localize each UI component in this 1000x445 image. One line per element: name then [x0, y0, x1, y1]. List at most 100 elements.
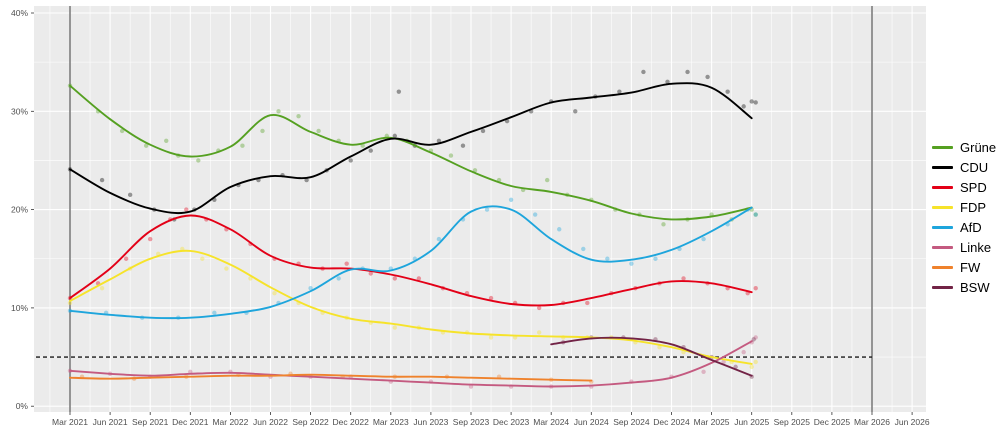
- poll-point: [360, 143, 365, 148]
- x-tick-label: Sep 2025: [774, 417, 811, 427]
- legend-item-bsw: BSW: [932, 277, 996, 297]
- x-tick-label: Mar 2023: [373, 417, 409, 427]
- x-tick-label: Sep 2022: [292, 417, 329, 427]
- x-tick-label: Dec 2021: [172, 417, 209, 427]
- poll-point: [557, 227, 562, 232]
- legend-item-cdu: CDU: [932, 157, 996, 177]
- poll-point: [348, 158, 353, 163]
- poll-point: [224, 266, 229, 271]
- poll-point: [753, 100, 758, 105]
- poll-point: [741, 349, 746, 355]
- x-tick-label: Dec 2025: [814, 417, 851, 427]
- poll-point: [123, 256, 129, 261]
- trend-line-fw: [69, 373, 593, 382]
- legend-swatch-afd: [932, 225, 953, 229]
- legend-item-linke: Linke: [932, 237, 996, 257]
- poll-point: [127, 192, 133, 198]
- poll-point: [573, 109, 578, 114]
- trend-line-gruene: [69, 84, 753, 221]
- legend-swatch-fdp: [932, 205, 953, 209]
- poll-point: [657, 345, 662, 350]
- x-tick-label: Mar 2021: [52, 417, 88, 427]
- poll-point: [164, 138, 169, 143]
- poll-point: [99, 286, 105, 291]
- x-tick-label: Dec 2024: [653, 417, 690, 427]
- x-tick-label: Sep 2021: [132, 417, 169, 427]
- legend-item-gruene: Grüne: [932, 137, 996, 157]
- y-tick-label: 40%: [11, 8, 28, 18]
- poll-point: [396, 89, 402, 94]
- poll-point: [753, 359, 758, 365]
- poll-point: [304, 177, 309, 183]
- poll-point: [316, 128, 321, 134]
- y-tick-label: 20%: [11, 205, 28, 215]
- poll-point: [705, 74, 710, 80]
- legend-label: CDU: [960, 159, 989, 175]
- poll-point: [240, 143, 245, 148]
- poll-point: [753, 212, 758, 217]
- legend-swatch-cdu: [932, 165, 953, 169]
- legend-swatch-fw: [932, 265, 953, 269]
- poll-point: [741, 104, 746, 109]
- poll-point: [581, 246, 586, 252]
- legend-label: Linke: [960, 239, 992, 255]
- legend-label: BSW: [960, 279, 990, 295]
- trend-line-bsw: [550, 336, 753, 377]
- poll-point: [448, 153, 454, 158]
- legend-label: FW: [960, 259, 981, 275]
- poll-point: [392, 133, 398, 139]
- poll-point: [196, 158, 201, 163]
- x-tick-label: Sep 2024: [613, 417, 650, 427]
- poll-point: [701, 369, 706, 374]
- poll-point: [536, 330, 542, 335]
- poll-point: [99, 177, 105, 183]
- poll-point: [368, 148, 373, 153]
- poll-point: [617, 89, 622, 94]
- y-tick-label: 0%: [16, 401, 29, 411]
- poll-point: [392, 325, 398, 330]
- x-tick-label: Jun 2025: [734, 417, 769, 427]
- trend-line-fdp: [69, 249, 753, 365]
- poll-point: [753, 286, 758, 291]
- poll-point: [436, 236, 442, 242]
- poll-point: [661, 222, 666, 227]
- x-tick-label: Mar 2022: [212, 417, 248, 427]
- poll-point: [532, 212, 538, 217]
- poll-point: [143, 143, 149, 148]
- legend-label: AfD: [960, 219, 982, 235]
- trend-line-cdu: [69, 82, 753, 215]
- poll-point: [260, 128, 265, 134]
- legend: Grüne CDU SPD FDP AfD Linke FW BSW: [932, 137, 996, 297]
- poll-point: [751, 337, 756, 342]
- poll-point: [148, 236, 153, 242]
- x-tick-label: Dec 2022: [333, 417, 370, 427]
- legend-swatch-linke: [932, 245, 953, 249]
- poll-point: [119, 128, 125, 134]
- legend-label: FDP: [960, 199, 986, 215]
- x-tick-label: Jun 2024: [574, 417, 609, 427]
- poll-point: [368, 271, 373, 276]
- poll-point: [605, 256, 610, 261]
- x-tick-label: Mar 2025: [694, 417, 730, 427]
- poll-point: [536, 305, 542, 311]
- poll-point: [585, 300, 590, 306]
- x-tick-label: Jun 2021: [93, 417, 128, 427]
- trend-line-spd: [69, 214, 753, 307]
- poll-point: [749, 99, 754, 104]
- poll-point: [749, 364, 754, 370]
- poll-point: [681, 276, 686, 281]
- poll-point: [460, 143, 466, 148]
- poll-point: [484, 207, 490, 212]
- trend-line-afd: [69, 205, 753, 320]
- legend-label: SPD: [960, 179, 987, 195]
- x-tick-label: Dec 2023: [493, 417, 530, 427]
- poll-point: [508, 197, 514, 202]
- poll-points-cdu: [67, 69, 758, 222]
- poll-point: [272, 290, 277, 296]
- poll-point: [488, 335, 494, 340]
- poll-point: [436, 138, 442, 143]
- x-tick-label: Mar 2024: [533, 417, 569, 427]
- legend-swatch-gruene: [932, 145, 953, 149]
